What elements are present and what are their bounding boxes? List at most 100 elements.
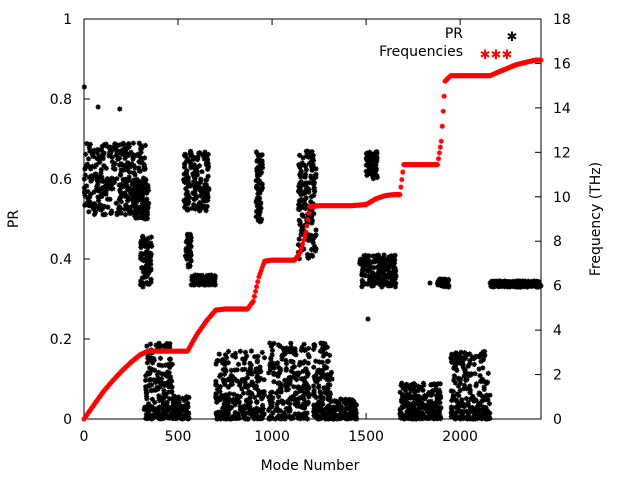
legend-marker-frequencies: ✱✱✱ bbox=[480, 48, 513, 63]
pr-point bbox=[126, 174, 132, 180]
pr-point bbox=[118, 189, 124, 196]
pr-point bbox=[240, 390, 247, 396]
y-left-axis-label: PR bbox=[6, 210, 22, 228]
pr-point bbox=[342, 397, 349, 403]
pr-point bbox=[470, 393, 476, 399]
pr-point bbox=[429, 391, 435, 397]
pr-point bbox=[81, 185, 87, 191]
pr-point bbox=[390, 263, 396, 269]
pr-point bbox=[375, 276, 381, 282]
pr-point bbox=[259, 169, 265, 176]
pr-point bbox=[375, 272, 381, 278]
pr-point bbox=[169, 389, 175, 395]
pr-point bbox=[437, 400, 443, 406]
pr-point bbox=[359, 272, 365, 278]
pr-point bbox=[87, 148, 93, 154]
pr-point bbox=[142, 274, 148, 280]
pr-point bbox=[232, 354, 239, 360]
pr-point bbox=[144, 396, 150, 402]
pr-point bbox=[317, 394, 323, 400]
pr-point bbox=[96, 206, 102, 212]
pr-point bbox=[387, 282, 393, 288]
pr-point bbox=[493, 278, 499, 284]
pr-point bbox=[197, 207, 203, 213]
pr-point bbox=[373, 151, 379, 157]
pr-point bbox=[132, 207, 138, 213]
pr-point bbox=[404, 412, 410, 418]
pr-point bbox=[456, 402, 462, 408]
pr-point bbox=[183, 201, 189, 207]
y-left-tick-label: 0.4 bbox=[50, 252, 72, 268]
pr-point bbox=[471, 398, 477, 404]
pr-point bbox=[426, 402, 432, 408]
pr-point bbox=[112, 141, 118, 147]
pr-point bbox=[109, 154, 115, 160]
pr-point bbox=[253, 178, 259, 184]
pr-point bbox=[365, 273, 372, 279]
pr-point bbox=[145, 235, 151, 241]
pr-point bbox=[367, 166, 373, 172]
pr-point bbox=[116, 197, 122, 203]
pr-point bbox=[419, 410, 425, 416]
pr-point bbox=[122, 155, 128, 162]
pr-point bbox=[358, 258, 364, 264]
pr-point bbox=[297, 221, 303, 228]
pr-point bbox=[232, 410, 238, 416]
pr-point bbox=[220, 415, 226, 421]
pr-point bbox=[254, 196, 260, 202]
pr-point bbox=[234, 396, 240, 402]
pr-point bbox=[297, 171, 304, 177]
pr-point bbox=[308, 232, 314, 238]
pr-point bbox=[459, 399, 465, 405]
pr-point bbox=[419, 403, 425, 409]
pr-point bbox=[366, 258, 372, 264]
pr-point bbox=[191, 282, 197, 288]
pr-point bbox=[194, 169, 200, 175]
pr-point bbox=[125, 160, 131, 166]
pr-point bbox=[339, 397, 345, 403]
pr-point bbox=[182, 403, 189, 409]
pr-point bbox=[142, 251, 149, 257]
pr-point bbox=[302, 201, 308, 207]
pr-point bbox=[190, 179, 197, 185]
pr-point bbox=[103, 181, 109, 188]
pr-point bbox=[113, 200, 119, 206]
frequency-point bbox=[306, 210, 312, 216]
pr-point bbox=[371, 280, 377, 287]
pr-point bbox=[370, 270, 376, 276]
pr-point bbox=[387, 270, 393, 276]
pr-point bbox=[371, 163, 377, 169]
pr-point bbox=[148, 253, 154, 260]
pr-point bbox=[145, 205, 151, 211]
pr-point bbox=[472, 412, 479, 418]
pr-point bbox=[301, 396, 307, 402]
pr-point bbox=[431, 381, 437, 387]
pr-point bbox=[250, 382, 256, 388]
pr-point bbox=[186, 248, 192, 254]
pr-point bbox=[182, 151, 188, 157]
pr-point bbox=[101, 203, 107, 210]
pr-point bbox=[309, 164, 315, 170]
pr-point bbox=[311, 180, 317, 186]
pr-point bbox=[185, 411, 192, 417]
pr-point bbox=[156, 343, 162, 349]
pr-point bbox=[388, 275, 395, 281]
pr-point bbox=[474, 409, 480, 416]
y-left-ticks: 0 0.2 0.4 0.6 0.8 1 bbox=[50, 12, 90, 428]
pr-point bbox=[255, 353, 261, 359]
pr-point bbox=[365, 316, 371, 322]
pr-point bbox=[317, 369, 323, 375]
pr-point bbox=[311, 406, 317, 412]
pr-point bbox=[311, 364, 317, 370]
pr-point bbox=[205, 197, 211, 203]
pr-point bbox=[296, 198, 302, 204]
pr-point bbox=[364, 257, 370, 263]
pr-point bbox=[143, 280, 149, 286]
pr-point bbox=[213, 361, 219, 367]
pr-point bbox=[134, 214, 140, 220]
pr-point bbox=[400, 394, 406, 400]
pr-point bbox=[248, 348, 254, 354]
pr-point bbox=[316, 359, 322, 365]
pr-point bbox=[188, 161, 194, 167]
pr-point bbox=[401, 413, 407, 419]
